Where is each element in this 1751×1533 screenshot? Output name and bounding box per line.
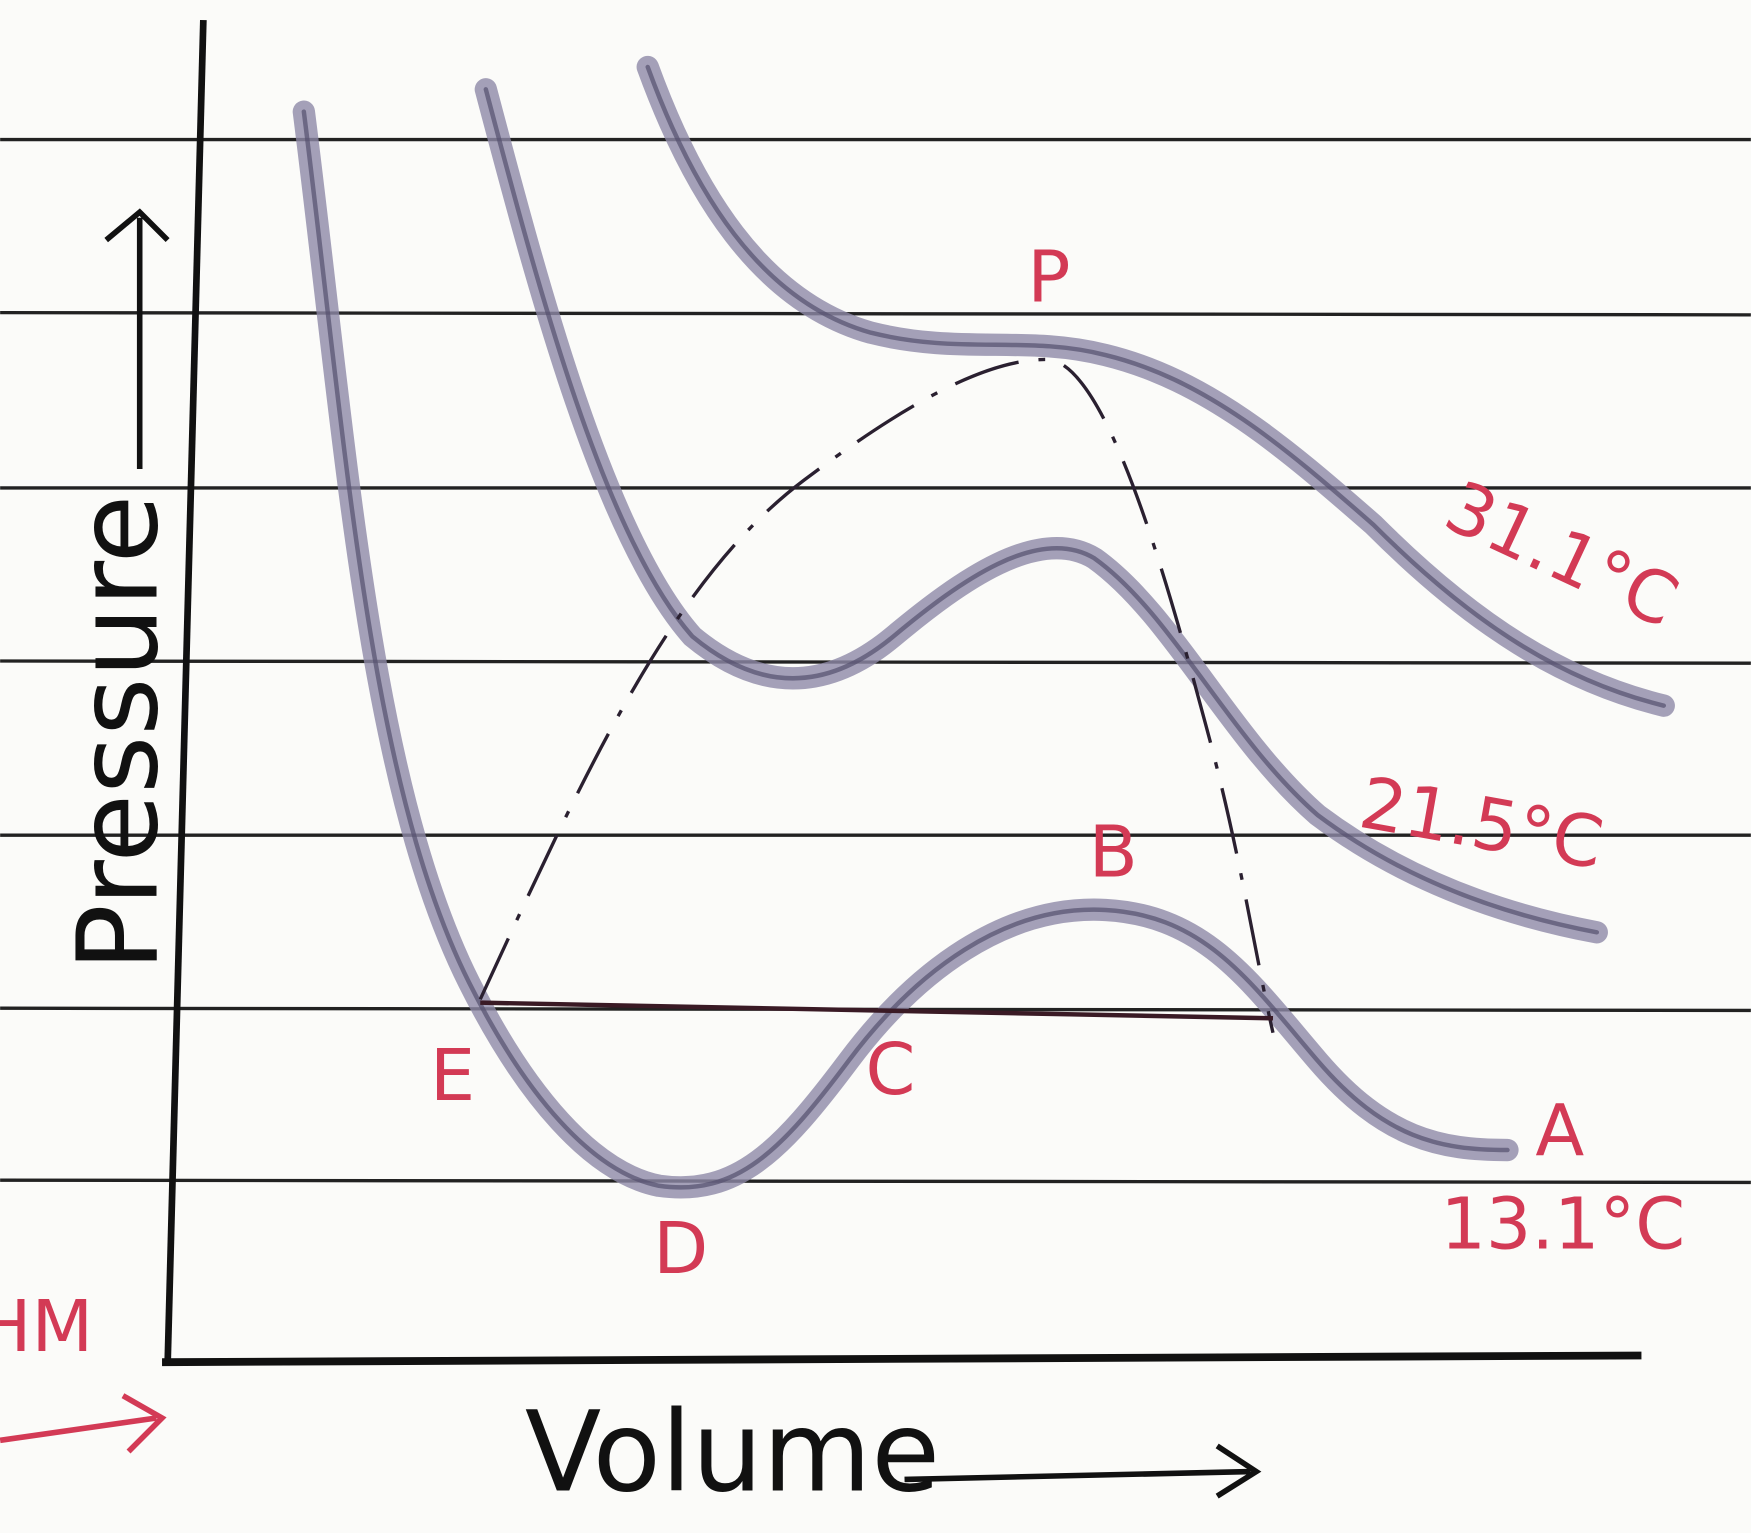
paper — [0, 0, 1751, 1533]
point-label: B — [1089, 810, 1138, 893]
point-label: E — [430, 1034, 475, 1117]
point-label: P — [1027, 235, 1070, 318]
rule-line — [0, 313, 1751, 315]
diagram: Pressure Volume HM 31.1°C 21.5°C 13.1°C … — [0, 0, 1751, 1533]
x-axis-label: Volume — [525, 1388, 940, 1518]
point-label: C — [865, 1028, 915, 1111]
margin-note: HM — [0, 1285, 93, 1368]
point-label: D — [653, 1207, 708, 1290]
y-axis-label: Pressure — [53, 495, 183, 972]
point-label: A — [1535, 1090, 1584, 1173]
isotherm-label: 13.1°C — [1440, 1182, 1685, 1265]
